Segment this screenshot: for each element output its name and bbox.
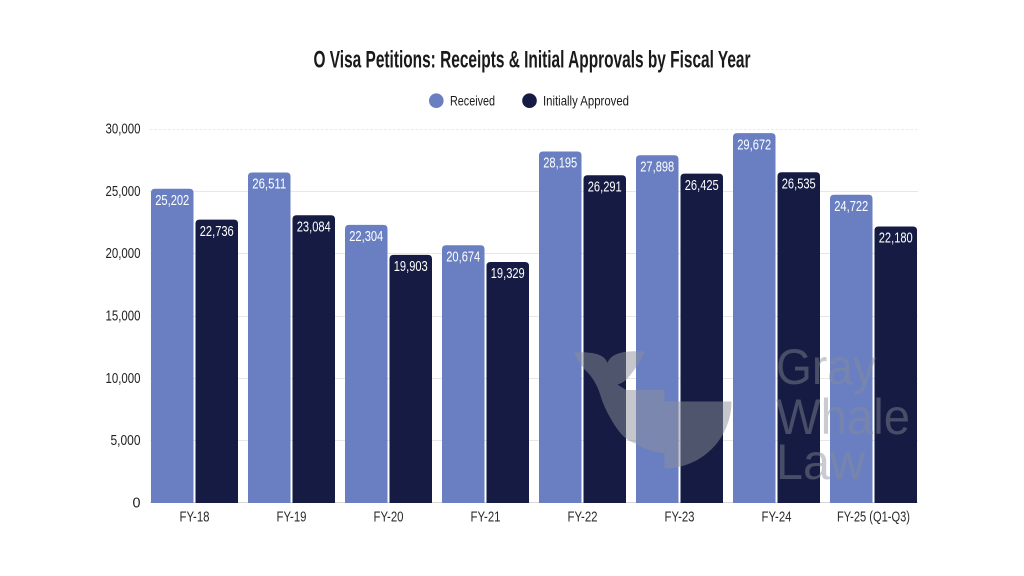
svg-text:Whale: Whale (776, 389, 910, 445)
svg-text:Law: Law (776, 434, 866, 490)
svg-text:FY-19: FY-19 (277, 509, 307, 526)
svg-text:26,425: 26,425 (685, 178, 719, 194)
svg-text:5,000: 5,000 (111, 433, 141, 449)
svg-text:FY-21: FY-21 (471, 509, 501, 526)
svg-text:26,511: 26,511 (252, 177, 286, 193)
svg-text:25,000: 25,000 (106, 184, 141, 200)
svg-text:27,898: 27,898 (640, 159, 674, 175)
svg-text:Gray: Gray (776, 339, 876, 395)
svg-text:15,000: 15,000 (106, 309, 141, 325)
svg-text:FY-22: FY-22 (568, 509, 598, 526)
svg-text:22,180: 22,180 (879, 231, 913, 247)
svg-text:26,291: 26,291 (588, 179, 622, 195)
svg-text:FY-25 (Q1-Q3): FY-25 (Q1-Q3) (837, 509, 910, 526)
svg-text:FY-18: FY-18 (180, 509, 210, 526)
svg-text:O Visa Petitions: Receipts & I: O Visa Petitions: Receipts & Initial App… (314, 47, 751, 74)
svg-text:FY-23: FY-23 (665, 509, 695, 526)
svg-text:20,674: 20,674 (446, 250, 480, 266)
svg-text:Received: Received (450, 92, 495, 108)
svg-text:Initially Approved: Initially Approved (543, 92, 629, 108)
svg-text:19,329: 19,329 (491, 266, 525, 282)
svg-text:20,000: 20,000 (106, 246, 141, 262)
svg-text:10,000: 10,000 (106, 371, 141, 387)
svg-text:22,304: 22,304 (349, 229, 383, 245)
svg-text:22,736: 22,736 (200, 224, 234, 240)
svg-text:19,903: 19,903 (394, 259, 428, 275)
svg-text:FY-20: FY-20 (374, 509, 404, 526)
svg-text:FY-24: FY-24 (762, 509, 792, 526)
svg-text:24,722: 24,722 (834, 199, 868, 215)
svg-text:29,672: 29,672 (737, 137, 771, 153)
svg-text:30,000: 30,000 (106, 122, 141, 138)
svg-text:26,535: 26,535 (782, 176, 816, 192)
svg-text:23,084: 23,084 (297, 219, 331, 235)
svg-text:28,195: 28,195 (543, 156, 577, 172)
svg-text:25,202: 25,202 (155, 193, 189, 209)
svg-text:0: 0 (133, 496, 141, 512)
